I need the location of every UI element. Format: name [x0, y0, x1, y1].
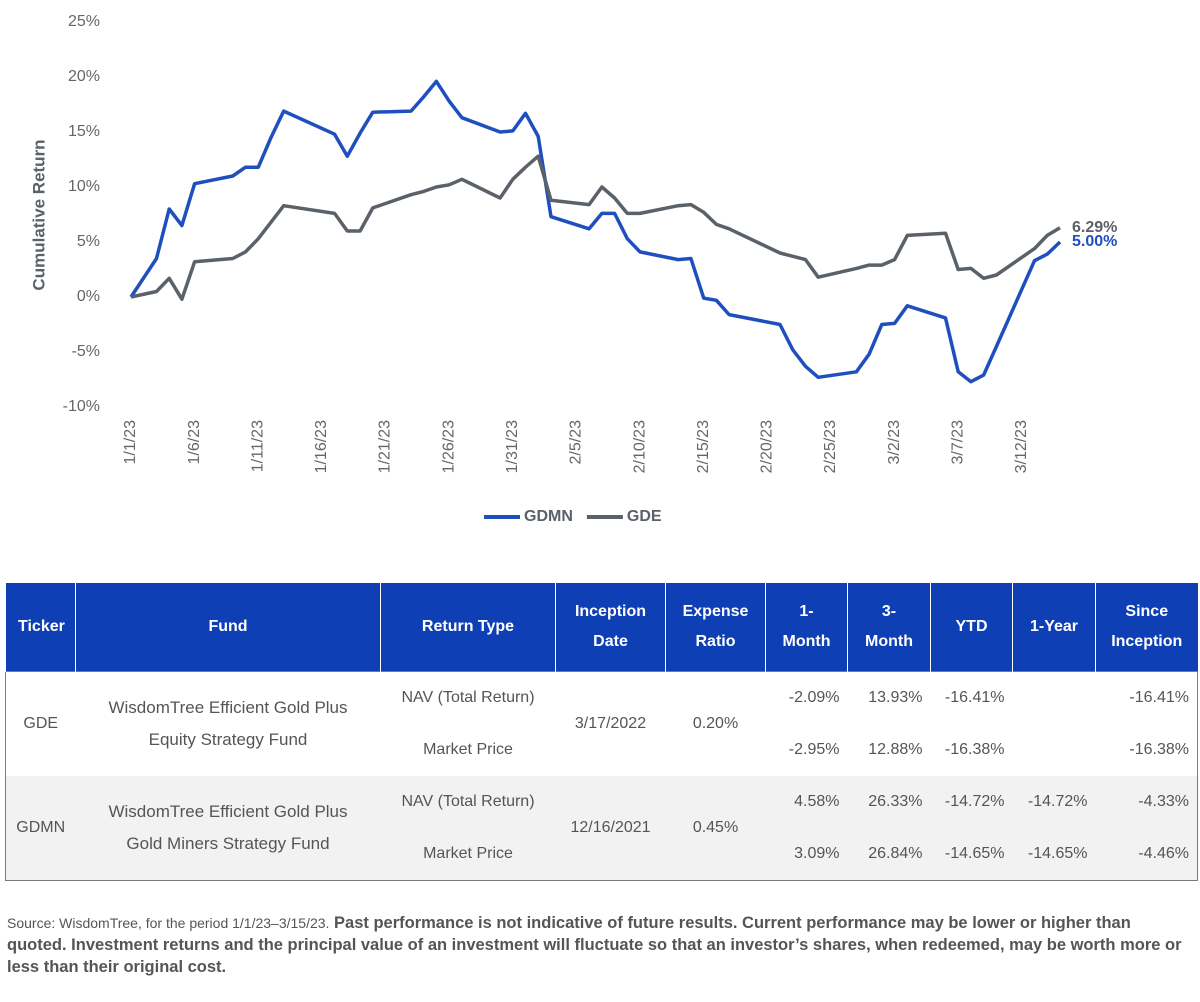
y-tick-label: 10% — [68, 178, 100, 195]
expense-cell: 0.45% — [665, 776, 766, 881]
ticker-cell: GDMN — [5, 776, 76, 881]
series-line — [130, 154, 1061, 301]
y-axis-title: Cumulative Return — [29, 139, 48, 290]
return-type: NAV (Total Return) — [401, 689, 535, 706]
column-header: YTD — [930, 583, 1013, 672]
fund-cell: WisdomTree Efficient Gold Plus Equity St… — [108, 698, 348, 749]
return-value: 26.84% — [847, 828, 931, 881]
chart: Cumulative Return -10% -5% 0% 5% 10% 15% 20% 25… — [29, 13, 1117, 525]
inception-cell: 12/16/2021 — [555, 776, 666, 881]
return-value: -16.41% — [1129, 689, 1189, 706]
column-header: Return Type — [380, 583, 556, 672]
x-tick-label: 2/10/23 — [631, 420, 648, 473]
column-header: 1-Month — [765, 583, 848, 672]
column-header: Fund — [75, 583, 381, 672]
return-value: -2.09% — [788, 689, 840, 706]
return-value: 26.33% — [847, 776, 931, 828]
table-body: GDE WisdomTree Efficient Gold Plus Equity… — [5, 671, 1198, 881]
x-tick-label: 1/26/23 — [440, 420, 457, 473]
column-header: Inception Date — [555, 583, 666, 672]
return-value: 4.58% — [765, 776, 848, 828]
x-tick-label: 1/11/23 — [249, 420, 266, 472]
x-tick-label: 2/5/23 — [568, 420, 585, 465]
return-value — [1013, 672, 1096, 725]
return-value: -16.38% — [944, 741, 1005, 758]
inception-cell: 3/17/2022 — [574, 715, 647, 732]
x-tick-label: 1/31/23 — [504, 420, 521, 473]
end-value-label: 5.00% — [1072, 233, 1117, 250]
expense-cell: 0.20% — [692, 715, 739, 732]
table-row: Market Price -2.95% 12.88% -16.38% -16.38% — [6, 724, 1198, 776]
legend-label: GDE — [627, 508, 662, 525]
y-tick-label: 25% — [68, 13, 100, 30]
return-value: -14.65% — [930, 828, 1013, 881]
x-tick-label: 1/16/23 — [313, 420, 330, 473]
column-header: Ticker — [5, 583, 76, 672]
table-row: GDMN WisdomTree Efficient Gold Plus Gold … — [5, 776, 1198, 881]
footnote: Source: WisdomTree, for the period 1/1/2… — [7, 912, 1193, 978]
x-tick-label: 2/20/23 — [759, 420, 776, 473]
return-value: -14.72% — [1012, 776, 1096, 828]
legend-label: GDMN — [524, 508, 573, 525]
header-row: Ticker Fund Return Type Inception Date Expen… — [5, 583, 1198, 672]
disclaimer: Past performance is not indicative of fu… — [7, 914, 1182, 976]
x-tick-label: 3/12/23 — [1013, 420, 1030, 473]
x-tick-label: 2/25/23 — [822, 420, 839, 473]
x-tick-label: 2/15/23 — [695, 420, 712, 473]
return-value: -4.46% — [1095, 828, 1198, 881]
return-type: Market Price — [380, 828, 556, 881]
y-tick-label: 0% — [77, 288, 100, 305]
column-header: 3-Month — [847, 583, 931, 672]
y-tick-label: -5% — [72, 343, 100, 360]
y-tick-label: -10% — [63, 398, 100, 415]
return-value: -2.95% — [788, 741, 840, 758]
source-note: Source: WisdomTree, for the period 1/1/2… — [7, 915, 330, 931]
return-value: -14.65% — [1012, 828, 1096, 881]
return-type: Market Price — [423, 741, 513, 758]
table-row: GDE WisdomTree Efficient Gold Plus Equity… — [6, 672, 1198, 749]
performance-table-wrap: Ticker Fund Return Type Inception Date Expen… — [5, 583, 1198, 881]
table-row: Market Price 3.09% 26.84% -14.65% -14.65% -4.… — [6, 828, 1198, 881]
return-type: NAV (Total Return) — [380, 776, 556, 828]
y-tick-label: 20% — [68, 68, 100, 85]
x-tick-label: 3/2/23 — [886, 420, 903, 465]
return-value: -14.72% — [930, 776, 1013, 828]
y-tick-label: 5% — [77, 233, 100, 250]
return-value: -4.33% — [1095, 776, 1198, 828]
fund-cell: WisdomTree Efficient Gold Plus Gold Mine… — [75, 776, 381, 881]
ticker-cell: GDE — [23, 715, 59, 732]
return-value: -16.41% — [944, 689, 1005, 706]
column-header: Since Inception — [1095, 583, 1198, 672]
series-line — [129, 79, 1062, 384]
performance-table: Ticker Fund Return Type Inception Date Expen… — [5, 583, 1198, 881]
return-value: 12.88% — [868, 741, 923, 758]
return-value: 3.09% — [765, 828, 848, 881]
return-value — [1013, 724, 1096, 776]
x-tick-label: 1/1/23 — [122, 420, 139, 465]
column-header: 1-Year — [1012, 583, 1096, 672]
y-tick-label: 15% — [68, 123, 100, 140]
column-header: Expense Ratio — [665, 583, 766, 672]
end-value-label: 6.29% — [1072, 219, 1117, 236]
x-tick-label: 1/6/23 — [186, 420, 203, 465]
return-value: -16.38% — [1129, 741, 1189, 758]
x-tick-label: 3/7/23 — [949, 420, 966, 465]
return-value: 13.93% — [868, 689, 923, 706]
x-tick-label: 1/21/23 — [377, 420, 394, 473]
